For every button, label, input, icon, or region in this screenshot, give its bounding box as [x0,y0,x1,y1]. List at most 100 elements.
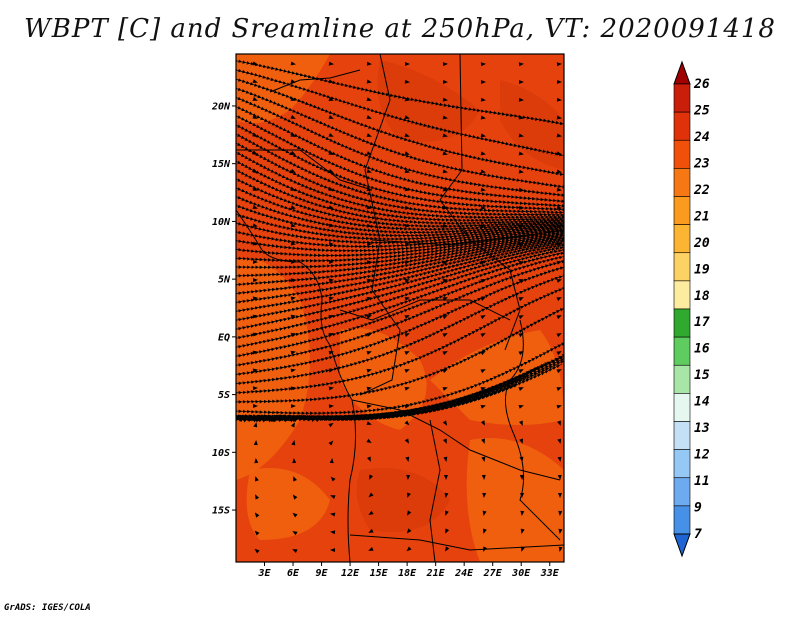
colorbar-label-15: 15 [694,368,710,383]
flow-arrow [366,438,372,444]
flow-arrow [406,528,412,534]
flow-arrow [480,333,486,338]
flow-arrow [556,187,562,192]
flow-arrow [290,296,296,301]
flow-arrow [290,132,296,137]
flow-arrow [290,386,296,391]
flow-arrow [518,242,524,247]
flow-arrow [252,61,258,66]
colorbar-label-20: 20 [693,236,710,251]
flow-arrow [480,260,486,265]
colorbar-label-11: 11 [694,474,710,489]
flow-arrow [518,369,524,374]
flow-arrow [252,97,258,101]
colorbar-swatch-16 [673,505,691,535]
border-line-9 [429,419,441,562]
flow-arrow [556,369,562,374]
flow-arrow [404,351,410,355]
flow-arrow [292,494,298,500]
flow-arrow [366,260,372,265]
flow-arrow [252,314,258,319]
flow-arrow [290,314,296,319]
flow-arrow [557,456,562,462]
flow-arrow [404,369,410,373]
flow-arrow [556,97,562,102]
flow-arrow [556,151,562,156]
y-tick-label-15S: 15S [212,506,230,517]
border-line-3 [236,149,373,191]
x-axis: 3E 6E 9E 12E 15E 18E 21E 24E 27E 30E 33E [257,562,560,579]
flow-arrow [290,168,296,173]
flow-arrow [328,223,334,228]
colorbar-label-21: 21 [693,209,710,224]
flow-arrow [556,169,562,174]
flow-arrow [442,151,448,156]
y-tick-label-10N: 10N [212,217,231,228]
flow-arrow [480,297,486,302]
flow-arrow [557,474,562,480]
flow-arrow [480,151,486,156]
flow-arrow [557,420,561,426]
flow-arrow [556,224,562,229]
x-tick-label-15E: 15E [370,568,389,579]
border-line-5 [339,299,511,321]
flow-arrow [366,241,372,246]
flow-arrow [556,79,562,84]
flow-arrow [443,474,448,480]
flow-arrow [253,440,258,446]
flow-arrow [483,528,487,534]
colorbar-swatch-7 [673,252,691,282]
x-tick-label-21E: 21E [426,568,446,579]
flow-arrow [328,440,334,446]
flow-arrow [558,528,563,534]
flow-arrow [368,528,374,533]
colorbar-swatch-5 [673,196,691,225]
flow-arrow [520,510,525,516]
flow-arrow [518,62,524,67]
flow-arrow [366,386,372,391]
flow-arrow [252,350,258,355]
flow-arrow [404,223,410,228]
flow-arrow [366,278,372,283]
flow-arrow [518,315,524,320]
flow-arrow [556,404,562,409]
flow-arrow [290,205,296,209]
flow-arrow [404,420,410,426]
flow-arrow [480,205,486,210]
flow-arrow [368,492,374,498]
flow-arrow [443,456,448,462]
flow-arrow [254,512,260,518]
flow-arrow [556,133,562,138]
flow-arrow [252,168,258,173]
flow-arrow [520,528,525,534]
flow-arrow [556,62,562,67]
flow-arrow [290,368,296,373]
country-borders [236,54,564,562]
flow-arrow [252,403,258,408]
flow-arrow [442,169,448,174]
flow-arrow [255,494,260,500]
flow-arrow [328,260,334,265]
flow-arrow [330,548,336,553]
flow-arrow [366,133,372,137]
x-tick-label-24E: 24E [454,568,474,579]
flow-arrow [442,260,448,265]
flow-arrow [480,420,485,426]
flow-arrow [480,279,486,283]
colorbar-label-19: 19 [694,262,710,277]
flow-arrow [328,278,334,283]
flow-arrow [404,242,410,247]
flow-arrow [404,169,410,174]
flow-arrow [404,187,410,192]
flow-arrow [252,259,258,264]
flow-arrow [330,530,336,535]
flow-arrow [518,79,524,84]
flow-arrow [404,133,410,138]
flow-arrow [290,332,296,337]
flow-arrow [519,474,524,480]
flow-arrow [292,549,298,554]
flow-arrow [290,350,296,355]
flow-arrow [480,369,486,374]
y-tick-label-20N: 20N [211,101,231,112]
flow-arrow [330,512,336,517]
